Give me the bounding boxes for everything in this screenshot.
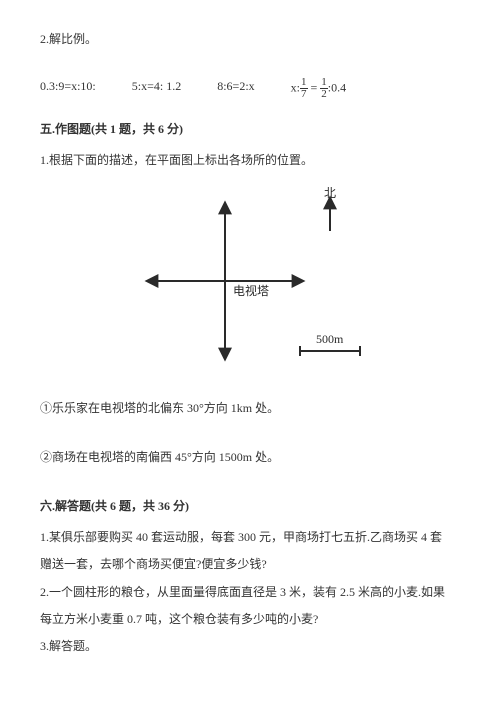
eq-3: 8:6=2:x [217,77,254,100]
equation-row: 0.3:9=x:10: 5:x=4: 1.2 8:6=2:x x:17 = 12… [40,77,460,100]
section-5-q1: 1.根据下面的描述，在平面图上标出各场所的位置。 [40,151,460,170]
svg-text:北: 北 [324,186,336,200]
frac-den: 7 [300,89,308,100]
sub-q1: ①乐乐家在电视塔的北偏东 30°方向 1km 处。 [40,399,460,418]
sec6-q1a: 1.某俱乐部要购买 40 套运动服，每套 300 元，甲商场打七五折.乙商场买 … [40,528,460,547]
eq4-prefix: x: [291,80,300,94]
eq-1: 0.3:9=x:10: [40,77,96,100]
sec6-q2b: 每立方米小麦重 0.7 吨，这个粮仓装有多少吨的小麦? [40,610,460,629]
eq4-mid: = [308,80,321,94]
svg-text:电视塔: 电视塔 [233,283,269,298]
section-5-title: 五.作图题(共 1 题，共 6 分) [40,120,460,139]
sec6-q1b: 赠送一套，去哪个商场买便宜?便宜多少钱? [40,555,460,574]
section-6-title: 六.解答题(共 6 题，共 36 分) [40,497,460,516]
eq4-frac2: 12 [320,77,328,100]
eq-4: x:17 = 12:0.4 [291,77,346,100]
eq4-frac1: 17 [300,77,308,100]
sub-q2: ②商场在电视塔的南偏西 45°方向 1500m 处。 [40,448,460,467]
eq-2: 5:x=4: 1.2 [132,77,181,100]
sec6-q3: 3.解答题。 [40,637,460,656]
frac-den: 2 [320,89,328,100]
q2-label: 2.解比例。 [40,30,460,49]
compass-diagram: 电视塔 北 500m [120,181,380,381]
svg-text:500m: 500m [316,332,344,346]
sec6-q2a: 2.一个圆柱形的粮仓，从里面量得底面直径是 3 米，装有 2.5 米高的小麦.如… [40,583,460,602]
eq4-suffix: :0.4 [328,80,346,94]
diagram-figure: 电视塔 北 500m [40,181,460,381]
